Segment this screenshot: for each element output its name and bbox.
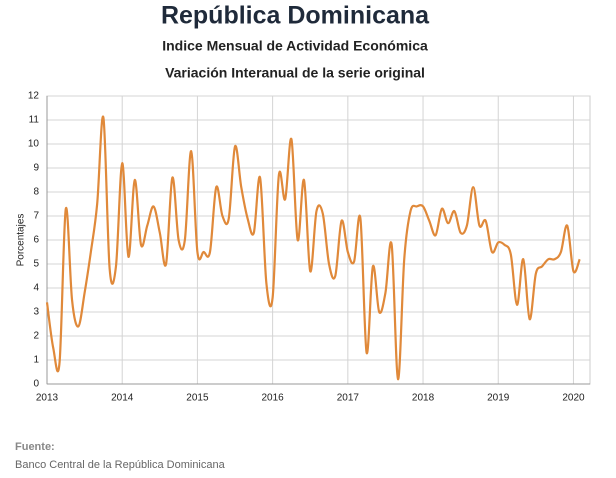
y-tick-label: 6 [33, 235, 39, 246]
y-tick-label: 4 [33, 283, 39, 294]
x-tick-label: 2016 [261, 393, 284, 404]
y-tick-label: 3 [33, 307, 39, 318]
y-tick-label: 12 [28, 91, 40, 102]
y-tick-label: 10 [28, 139, 40, 150]
y-tick-label: 5 [33, 259, 39, 270]
y-tick-label: 11 [29, 115, 40, 126]
y-tick-label: 1 [33, 355, 39, 366]
chart-subtitle: Variación Interanual de la serie origina… [165, 65, 425, 81]
x-tick-label: 2013 [36, 393, 59, 404]
chart-title: República Dominicana [161, 2, 430, 30]
y-tick-label: 9 [33, 163, 39, 174]
data-line [45, 115, 581, 381]
x-tick-label: 2014 [111, 393, 134, 404]
x-tick-label: 2020 [562, 393, 585, 404]
y-axis-label: Porcentajes [16, 214, 27, 267]
source-label: Fuente: [15, 441, 55, 453]
y-tick-label: 2 [33, 331, 39, 342]
y-tick-label: 8 [33, 187, 39, 198]
chart-subtitle: Indice Mensual de Actividad Económica [162, 38, 428, 54]
x-tick-label: 2015 [186, 393, 209, 404]
y-tick-label: 7 [33, 211, 39, 222]
x-tick-label: 2018 [412, 393, 435, 404]
y-tick-label: 0 [33, 379, 39, 390]
source: Banco Central de la República Dominicana [15, 459, 226, 471]
x-tick-label: 2019 [487, 393, 510, 404]
x-tick-label: 2017 [337, 393, 360, 404]
